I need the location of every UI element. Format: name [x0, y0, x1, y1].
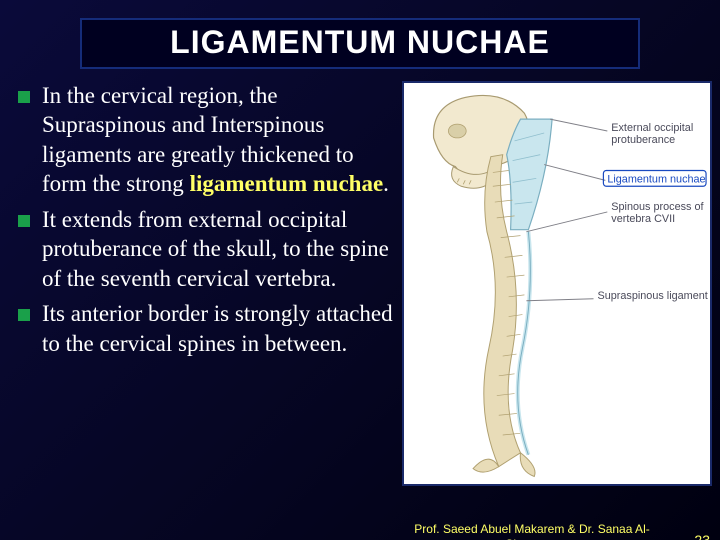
figure-label: External occipital: [611, 122, 693, 134]
ligament-icon: [507, 119, 552, 230]
credit-text: Prof. Saeed Abuel Makarem & Dr. Sanaa Al…: [402, 522, 662, 540]
bullet-item: Its anterior border is strongly attached…: [18, 299, 394, 358]
page-number: 23: [694, 532, 710, 540]
figure-label: Supraspinous ligament: [597, 290, 707, 302]
bullet-icon: [18, 215, 30, 227]
slide-title: LIGAMENTUM NUCHAE: [82, 24, 638, 61]
bullet-text: In the cervical region, the Supraspinous…: [42, 81, 394, 199]
content-row: In the cervical region, the Supraspinous…: [0, 81, 720, 486]
figure-label: Spinous process of: [611, 201, 704, 213]
bullet-text: Its anterior border is strongly attached…: [42, 299, 394, 358]
title-box: LIGAMENTUM NUCHAE: [80, 18, 640, 69]
bullet-text: It extends from external occipital protu…: [42, 205, 394, 293]
bullet-icon: [18, 309, 30, 321]
figure-label: vertebra CVII: [611, 213, 675, 225]
figure-label: protuberance: [611, 134, 675, 146]
figure-label-highlight: Ligamentum nuchae: [607, 173, 705, 185]
anatomy-svg: External occipital protuberance Ligament…: [404, 83, 710, 484]
anatomy-figure: External occipital protuberance Ligament…: [402, 81, 712, 486]
bullet-item: In the cervical region, the Supraspinous…: [18, 81, 394, 199]
bullet-item: It extends from external occipital protu…: [18, 205, 394, 293]
bullet-icon: [18, 91, 30, 103]
bullet-list: In the cervical region, the Supraspinous…: [18, 81, 394, 486]
